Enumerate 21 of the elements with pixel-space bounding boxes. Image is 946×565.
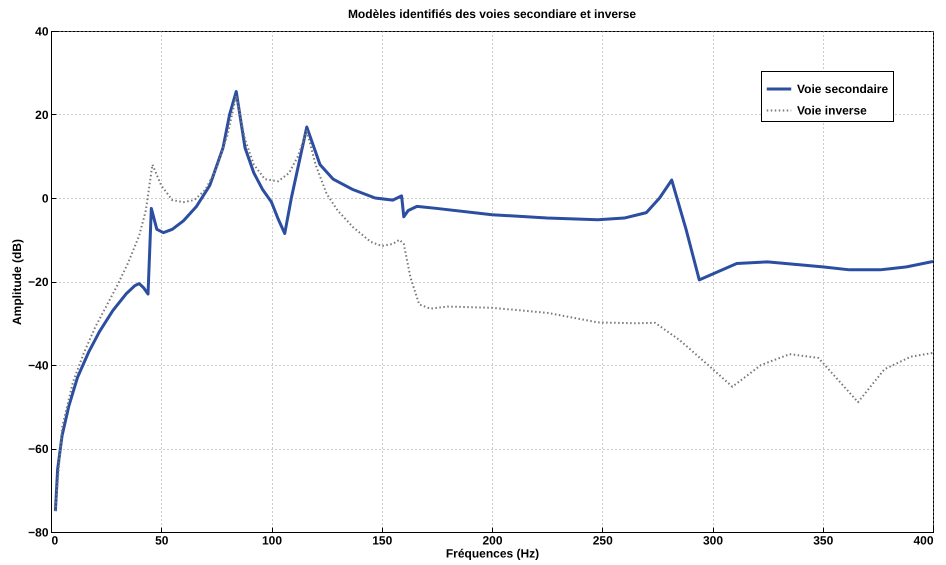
x-tick-label: 150 [372,534,393,548]
x-tick-label: 50 [155,534,169,548]
x-tick-label: 250 [592,534,614,548]
legend-label: Voie secondaire [797,82,888,96]
x-tick-label: 300 [702,534,724,548]
x-tick-label: 200 [482,534,503,548]
y-tick-label: −80 [28,526,49,540]
x-tick-label: 350 [813,534,834,548]
y-tick-label: 20 [35,108,49,122]
x-tick-label: 400 [913,534,934,548]
x-tick-label: 100 [262,534,282,548]
y-axis-title: Amplitude (dB) [10,239,24,325]
y-tick-label: −40 [28,358,49,372]
legend-label: Voie inverse [797,104,868,118]
y-tick-label: −20 [28,275,49,289]
y-tick-label: 40 [35,24,49,38]
y-tick-label: 0 [42,192,49,206]
x-tick-label: 0 [52,534,58,548]
x-axis-title: Fréquences (Hz) [446,546,540,560]
y-tick-label: −60 [28,442,49,456]
chart-title: Modèles identifiés des voies secondiare et inverse [348,7,636,21]
